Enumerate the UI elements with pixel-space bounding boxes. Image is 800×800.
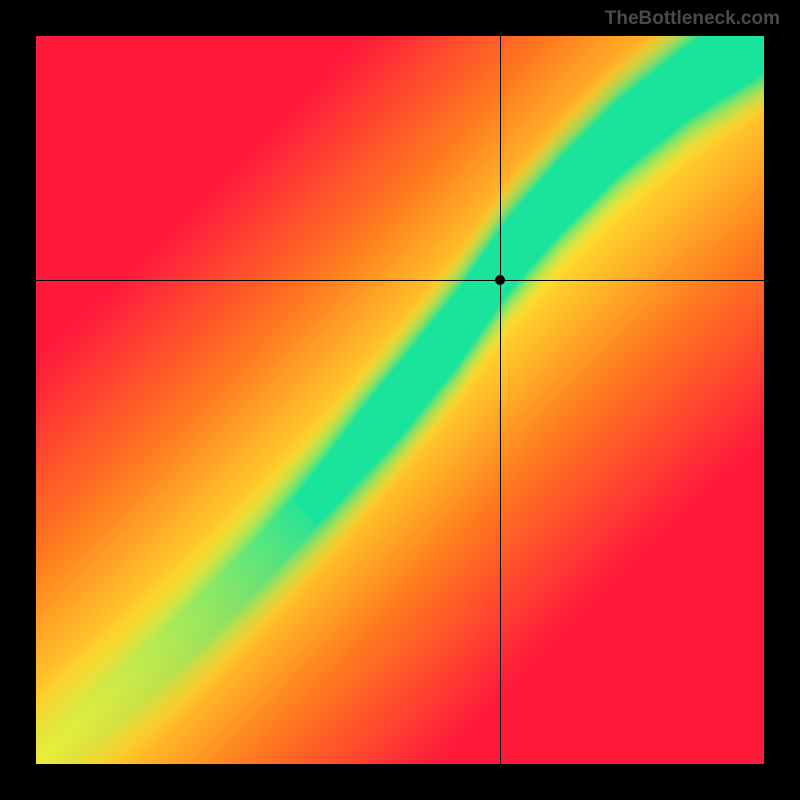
crosshair-horizontal [36,280,764,281]
crosshair-marker-icon [495,275,505,285]
crosshair-vertical [500,36,501,764]
heatmap-canvas [36,36,764,764]
watermark: TheBottleneck.com [605,8,780,30]
heatmap-chart-area [36,36,764,764]
